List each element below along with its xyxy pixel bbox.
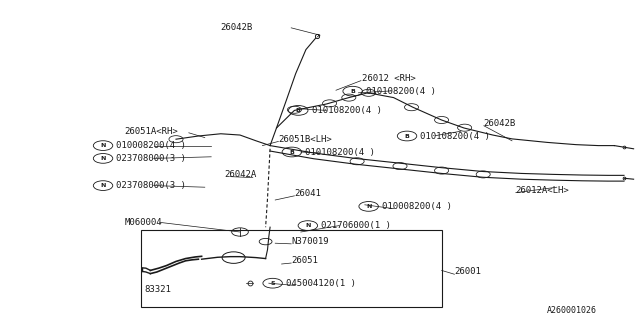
Text: 023708000(3 ): 023708000(3 ) (116, 154, 186, 163)
Text: N: N (366, 204, 371, 209)
Text: A260001026: A260001026 (547, 306, 597, 315)
Text: B: B (350, 89, 355, 94)
Text: 023708000(3 ): 023708000(3 ) (116, 181, 186, 190)
Text: 010108200(4 ): 010108200(4 ) (305, 148, 375, 156)
Text: 26042B: 26042B (483, 119, 515, 128)
Text: B: B (289, 149, 294, 155)
Text: 26012 <RH>: 26012 <RH> (362, 74, 415, 83)
Text: 26012A<LH>: 26012A<LH> (515, 186, 569, 195)
Text: 045004120(1 ): 045004120(1 ) (286, 279, 356, 288)
Text: 26041: 26041 (294, 189, 321, 198)
Text: N: N (100, 156, 106, 161)
Text: 010008200(4 ): 010008200(4 ) (382, 202, 452, 211)
Text: 26042B: 26042B (221, 23, 253, 32)
Text: 010108200(4 ): 010108200(4 ) (420, 132, 490, 140)
Text: N370019: N370019 (291, 237, 329, 246)
Text: 83321: 83321 (144, 285, 171, 294)
Text: 010108200(4 ): 010108200(4 ) (366, 87, 436, 96)
Text: B: B (296, 108, 301, 113)
Text: 26001: 26001 (454, 268, 481, 276)
Text: S: S (270, 281, 275, 286)
Bar (141, 230, 442, 307)
Text: 010008200(4 ): 010008200(4 ) (116, 141, 186, 150)
Text: 010108200(4 ): 010108200(4 ) (312, 106, 381, 115)
Text: 26051A<RH>: 26051A<RH> (125, 127, 179, 136)
Text: 26042A: 26042A (224, 170, 256, 179)
Text: B: B (404, 133, 410, 139)
Text: N: N (100, 183, 106, 188)
Text: 021706000(1 ): 021706000(1 ) (321, 221, 391, 230)
Text: N: N (100, 143, 106, 148)
Text: M060004: M060004 (125, 218, 163, 227)
Text: 26051: 26051 (291, 256, 318, 265)
Text: N: N (305, 223, 310, 228)
Text: 26051B<LH>: 26051B<LH> (278, 135, 332, 144)
